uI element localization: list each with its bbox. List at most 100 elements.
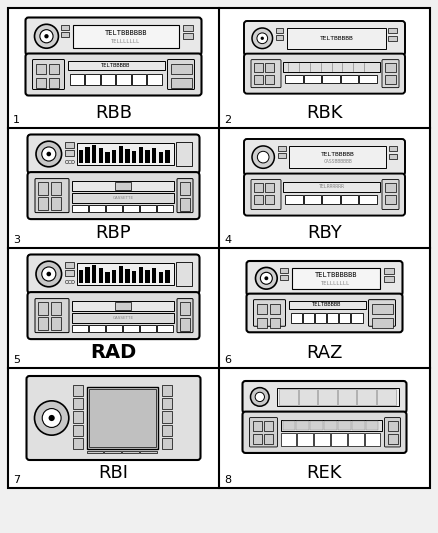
Bar: [162, 398, 172, 409]
FancyBboxPatch shape: [382, 60, 399, 87]
Bar: [74, 25, 179, 48]
Bar: [254, 75, 263, 84]
Circle shape: [258, 151, 269, 163]
Bar: [64, 270, 74, 276]
FancyBboxPatch shape: [25, 53, 201, 95]
Text: 5: 5: [13, 355, 20, 365]
Bar: [280, 419, 381, 431]
Bar: [159, 152, 163, 163]
Bar: [384, 268, 393, 274]
Bar: [87, 451, 103, 453]
Bar: [105, 451, 121, 453]
Text: REK: REK: [307, 464, 342, 482]
Bar: [162, 438, 172, 449]
Bar: [385, 195, 396, 204]
Bar: [157, 325, 173, 332]
Text: OCD: OCD: [64, 159, 75, 165]
Bar: [279, 146, 286, 151]
Bar: [257, 304, 266, 313]
Bar: [73, 385, 83, 396]
Bar: [286, 28, 386, 49]
FancyBboxPatch shape: [244, 54, 405, 94]
Bar: [170, 77, 191, 87]
Bar: [152, 148, 156, 163]
Circle shape: [35, 25, 58, 48]
Bar: [157, 205, 173, 212]
Bar: [159, 272, 163, 283]
Bar: [388, 434, 398, 443]
Bar: [145, 150, 150, 163]
Bar: [341, 195, 358, 204]
Text: RBI: RBI: [99, 464, 128, 482]
Text: 3: 3: [13, 235, 20, 245]
Bar: [338, 389, 357, 405]
Bar: [38, 317, 48, 329]
Circle shape: [261, 37, 264, 40]
Bar: [85, 74, 99, 85]
Bar: [99, 148, 103, 163]
Bar: [64, 262, 74, 268]
Bar: [269, 318, 279, 328]
Bar: [70, 74, 84, 85]
Bar: [85, 147, 90, 163]
Bar: [49, 63, 59, 74]
Text: 6: 6: [224, 355, 231, 365]
Bar: [324, 421, 337, 430]
Bar: [292, 268, 379, 288]
Bar: [371, 304, 392, 313]
Bar: [257, 318, 266, 328]
Circle shape: [49, 415, 55, 421]
Text: TELLLLLLL: TELLLLLLL: [321, 281, 350, 286]
Bar: [327, 313, 338, 322]
FancyBboxPatch shape: [243, 411, 406, 453]
Text: TELTBBBBB: TELTBBBBB: [312, 302, 342, 308]
Bar: [310, 421, 323, 430]
Bar: [72, 193, 174, 203]
Bar: [377, 389, 396, 405]
FancyBboxPatch shape: [27, 376, 201, 460]
Bar: [388, 421, 398, 431]
Bar: [77, 143, 174, 165]
Bar: [297, 433, 313, 446]
Circle shape: [42, 409, 61, 427]
Text: TELTBBBBB: TELTBBBBB: [319, 36, 353, 41]
Circle shape: [257, 33, 268, 44]
Bar: [388, 36, 397, 41]
Bar: [265, 63, 274, 71]
Text: 7: 7: [13, 475, 20, 485]
Bar: [67, 61, 165, 70]
FancyBboxPatch shape: [244, 174, 405, 215]
Bar: [254, 183, 263, 191]
Bar: [280, 433, 297, 446]
Text: TELTBBBBB: TELTBBBBB: [101, 63, 131, 68]
Bar: [348, 433, 364, 446]
Bar: [123, 325, 139, 332]
FancyBboxPatch shape: [368, 300, 396, 326]
Bar: [254, 63, 263, 71]
FancyBboxPatch shape: [244, 21, 405, 55]
Text: RBP: RBP: [95, 224, 131, 242]
Bar: [180, 182, 190, 195]
Bar: [140, 325, 156, 332]
Circle shape: [46, 152, 51, 156]
Bar: [283, 182, 380, 192]
Bar: [132, 271, 136, 283]
Bar: [125, 149, 130, 163]
Bar: [283, 62, 380, 72]
FancyBboxPatch shape: [177, 179, 193, 213]
Bar: [100, 74, 115, 85]
Bar: [365, 433, 381, 446]
Bar: [38, 302, 48, 314]
Bar: [119, 146, 123, 163]
Bar: [162, 411, 172, 423]
Bar: [105, 272, 110, 283]
Text: 2: 2: [224, 115, 231, 125]
Bar: [338, 421, 351, 430]
Bar: [299, 389, 317, 405]
FancyBboxPatch shape: [25, 18, 201, 55]
Circle shape: [42, 147, 56, 161]
FancyBboxPatch shape: [35, 179, 69, 213]
Circle shape: [252, 146, 274, 168]
Bar: [322, 75, 340, 83]
Bar: [125, 269, 130, 283]
